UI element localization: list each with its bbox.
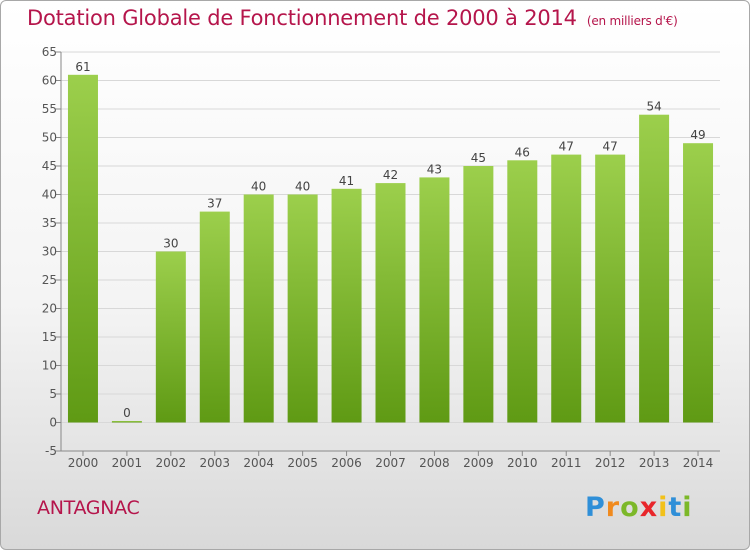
x-tick-label: 2004 xyxy=(243,456,274,470)
bar-value-label: 40 xyxy=(251,180,266,194)
x-tick-label: 2002 xyxy=(156,456,187,470)
y-tick-label: 0 xyxy=(49,416,57,430)
x-tick-label: 2014 xyxy=(683,456,714,470)
y-tick-label: 40 xyxy=(42,188,57,202)
y-tick-label: 15 xyxy=(42,330,57,344)
y-tick-labels: -5 0 5 10 15 20 25 30 35 40 45 50 55 60 65 xyxy=(42,45,57,458)
x-tick-label: 2009 xyxy=(463,456,494,470)
bar xyxy=(287,194,318,423)
bar-value-label: 41 xyxy=(339,174,354,188)
commune-name: ANTAGNAC xyxy=(37,497,140,519)
bar xyxy=(419,177,450,423)
data-labels: 61 0 30 37 40 40 41 42 43 45 46 47 47 54 49 xyxy=(75,60,705,420)
bar xyxy=(551,154,582,423)
bar-value-label: 47 xyxy=(603,140,618,154)
bar-value-label: 0 xyxy=(123,406,131,420)
chart-subtitle: (en milliers d'€) xyxy=(586,14,678,28)
bar xyxy=(199,211,230,423)
bar xyxy=(243,194,274,423)
bar-value-label: 47 xyxy=(559,140,574,154)
bar-value-label: 37 xyxy=(207,197,222,211)
bar-value-label: 30 xyxy=(163,237,178,251)
y-tick-label: 10 xyxy=(42,359,57,373)
svg-text:Proxiti: Proxiti xyxy=(585,492,693,523)
x-tick-label: 2005 xyxy=(287,456,318,470)
bar-value-label: 49 xyxy=(690,128,705,142)
y-tick-label: 45 xyxy=(42,159,57,173)
bar xyxy=(507,160,538,423)
bar xyxy=(683,143,714,423)
bar-value-label: 43 xyxy=(427,162,442,176)
bar-value-label: 46 xyxy=(515,145,530,159)
axes xyxy=(56,51,720,456)
bars xyxy=(67,74,714,423)
y-tick-label: 25 xyxy=(42,273,57,287)
x-tick-label: 2012 xyxy=(595,456,626,470)
x-tick-label: 2011 xyxy=(551,456,582,470)
bar-value-label: 61 xyxy=(75,60,90,74)
y-tick-label: 65 xyxy=(42,45,57,59)
bar xyxy=(639,114,670,423)
y-tick-label: -5 xyxy=(45,444,57,458)
bar xyxy=(463,166,494,423)
bar-value-label: 45 xyxy=(471,151,486,165)
x-tick-label: 2007 xyxy=(375,456,406,470)
y-tick-label: 5 xyxy=(49,387,57,401)
x-tick-label: 2000 xyxy=(68,456,99,470)
y-tick-label: 50 xyxy=(42,131,57,145)
bar xyxy=(595,154,626,423)
chart-title: Dotation Globale de Fonctionnement de 20… xyxy=(27,6,678,30)
bar xyxy=(331,188,362,423)
bar-value-label: 40 xyxy=(295,180,310,194)
x-tick-label: 2013 xyxy=(639,456,670,470)
bar xyxy=(155,251,186,423)
proxiti-logo: Proxiti xyxy=(585,492,693,523)
y-tick-label: 60 xyxy=(42,74,57,88)
bar xyxy=(111,421,142,423)
bar-value-label: 42 xyxy=(383,168,398,182)
x-tick-label: 2003 xyxy=(199,456,230,470)
bar-value-label: 54 xyxy=(646,100,661,114)
x-tick-label: 2001 xyxy=(112,456,143,470)
y-tick-label: 30 xyxy=(42,245,57,259)
y-tick-label: 55 xyxy=(42,102,57,116)
bar xyxy=(375,183,406,423)
bar xyxy=(67,74,98,423)
x-tick-labels: 2000 2001 2002 2003 2004 2005 2006 2007 2008 2009… xyxy=(68,456,714,470)
x-tick-label: 2008 xyxy=(419,456,450,470)
y-tick-label: 20 xyxy=(42,302,57,316)
x-tick-label: 2006 xyxy=(331,456,362,470)
x-tick-label: 2010 xyxy=(507,456,538,470)
y-tick-label: 35 xyxy=(42,216,57,230)
